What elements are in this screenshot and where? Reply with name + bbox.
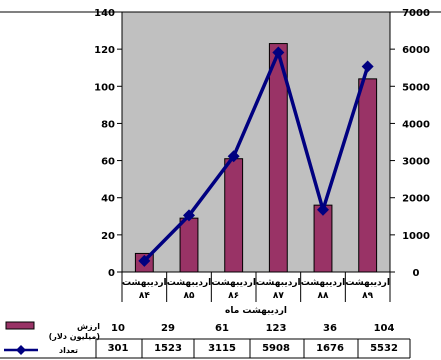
bar — [179, 217, 199, 273]
data-label-bar: 123 — [266, 323, 287, 334]
bar — [224, 158, 244, 273]
plot-area — [121, 11, 391, 273]
data-label-line: 3115 — [208, 343, 236, 354]
data-label-line: 5532 — [370, 343, 398, 354]
bar — [358, 78, 378, 273]
y-right-tick-label: 0 — [413, 268, 420, 279]
y-right-tick-label: 3000 — [402, 157, 430, 168]
y-right-tick-label: 7000 — [402, 8, 430, 19]
line-marker — [183, 209, 195, 222]
x-category-label: اردیبهشت — [122, 278, 167, 288]
x-category-label: اردیبهشت — [301, 278, 346, 288]
y-left-tick-label: 20 — [101, 231, 115, 242]
x-category-year: ۸۹ — [362, 291, 373, 301]
legend-label-bar-line2: (میلیون دلار) — [49, 332, 100, 341]
x-axis-title: اردیبهشت ماه — [225, 306, 287, 316]
line-marker — [272, 46, 285, 59]
y-left-tick-label: 80 — [101, 119, 115, 130]
data-label-line: 5908 — [262, 343, 290, 354]
x-category-year: ۸۵ — [184, 291, 195, 301]
y-right-tick-label: 6000 — [402, 45, 430, 56]
x-category-year: ۸۴ — [139, 291, 150, 301]
legend-label-bar-line1: ارزش — [77, 322, 100, 332]
data-label-bar: 104 — [374, 323, 395, 334]
y-right-tick-label: 5000 — [402, 82, 430, 93]
x-category-year: ۸۷ — [273, 291, 284, 301]
legend-label-line: تعداد — [59, 346, 78, 355]
data-label-bar: 36 — [323, 323, 337, 334]
y-left-tick-label: 0 — [108, 268, 115, 279]
x-category-label: اردیبهشت — [345, 278, 390, 288]
x-category-label: اردیبهشت — [211, 278, 256, 288]
line-marker — [317, 203, 329, 216]
line-marker — [361, 60, 374, 73]
line-series — [143, 47, 370, 263]
data-label-line: 1676 — [316, 343, 344, 354]
y-right-tick-label: 2000 — [402, 194, 430, 205]
data-label-line: 1523 — [154, 343, 182, 354]
y-left-tick-label: 140 — [94, 8, 115, 19]
x-category-year: ۸۶ — [228, 291, 239, 301]
x-category-year: ۸۸ — [318, 291, 329, 301]
data-label-line: 301 — [108, 343, 129, 354]
line-marker — [138, 254, 151, 267]
data-label-bar: 29 — [161, 323, 175, 334]
x-category-label: اردیبهشت — [256, 278, 301, 288]
line-marker — [227, 150, 240, 163]
data-label-bar: 10 — [111, 323, 125, 334]
x-category-label: اردیبهشت — [167, 278, 212, 288]
y-left-tick-label: 120 — [94, 45, 115, 56]
legend-swatch-bar — [5, 321, 35, 330]
y-left-tick-label: 40 — [101, 194, 115, 205]
y-left-tick-label: 100 — [94, 82, 115, 93]
legend-swatch-marker — [16, 345, 26, 355]
y-right-tick-label: 4000 — [402, 119, 430, 130]
y-left-tick-label: 60 — [101, 157, 115, 168]
data-label-bar: 61 — [215, 323, 229, 334]
bar — [268, 43, 288, 273]
y-right-tick-label: 1000 — [402, 231, 430, 242]
